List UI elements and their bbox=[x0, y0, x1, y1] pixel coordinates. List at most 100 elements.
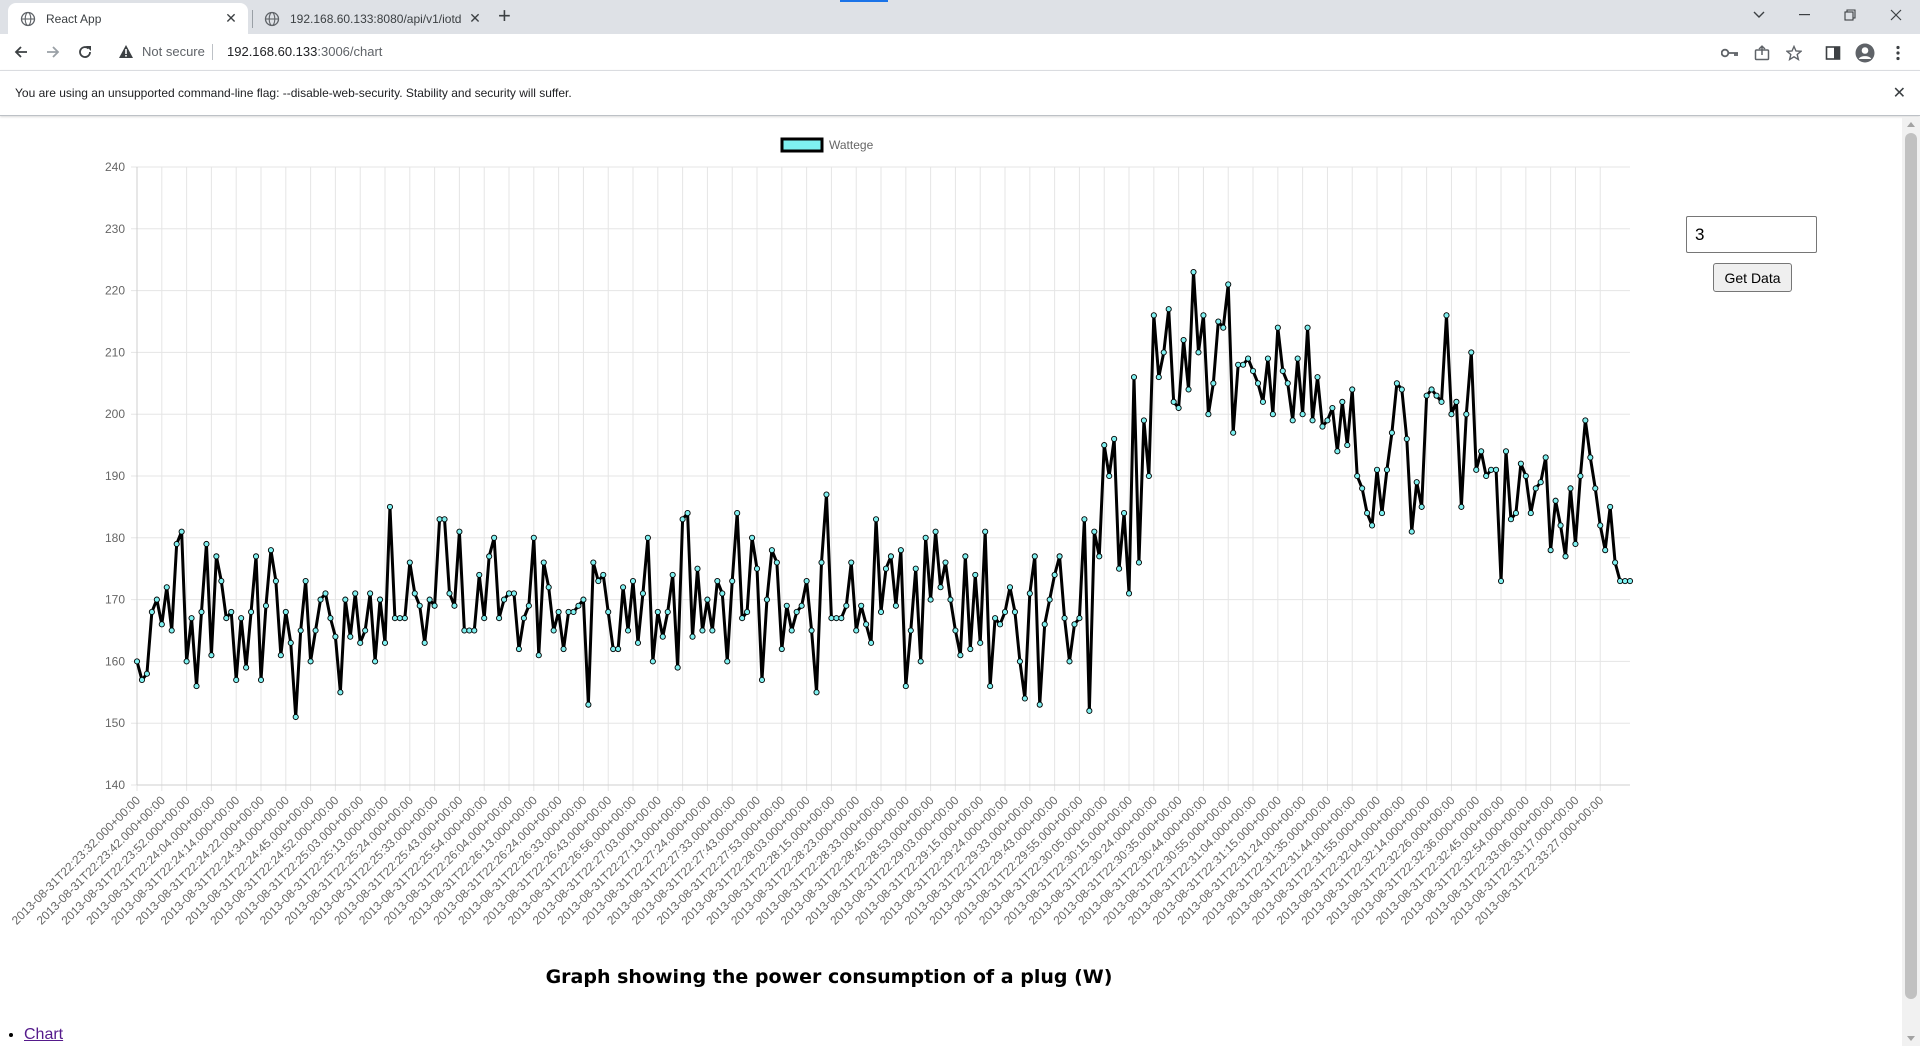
forward-icon[interactable] bbox=[41, 40, 65, 64]
chart-caption: Graph showing the power consumption of a… bbox=[545, 966, 1113, 988]
data-point bbox=[1359, 485, 1366, 492]
side-panel-icon[interactable] bbox=[1823, 43, 1843, 63]
close-icon[interactable]: ✕ bbox=[1892, 85, 1906, 102]
data-point bbox=[1463, 411, 1470, 418]
data-point bbox=[252, 553, 260, 560]
data-point bbox=[1304, 324, 1311, 331]
scroll-down-arrow-icon[interactable] bbox=[1907, 1036, 1915, 1041]
data-point bbox=[575, 602, 582, 609]
data-point bbox=[1086, 707, 1093, 714]
data-point bbox=[426, 596, 433, 603]
close-tab-icon[interactable]: ✕ bbox=[469, 10, 481, 26]
data-point bbox=[515, 645, 522, 653]
data-point bbox=[1289, 417, 1296, 424]
data-point bbox=[1334, 448, 1341, 455]
chart-link[interactable]: Chart bbox=[24, 1026, 64, 1043]
data-point bbox=[838, 615, 845, 622]
close-tab-icon[interactable]: ✕ bbox=[225, 10, 237, 26]
vertical-scrollbar[interactable] bbox=[1902, 117, 1920, 1046]
data-point bbox=[873, 516, 880, 523]
data-point bbox=[1617, 578, 1624, 585]
data-point bbox=[1031, 553, 1038, 560]
menu-kebab-icon[interactable] bbox=[1888, 43, 1908, 63]
address-bar[interactable]: Not secure 192.168.60.133:3006/chart bbox=[110, 38, 1800, 66]
data-point bbox=[441, 516, 448, 523]
security-label[interactable]: Not secure bbox=[142, 44, 205, 59]
data-point bbox=[1116, 565, 1123, 572]
get-data-button[interactable]: Get Data bbox=[1713, 263, 1792, 292]
y-tick-label: 190 bbox=[105, 469, 125, 483]
data-point bbox=[1220, 324, 1227, 331]
tab-search-icon[interactable] bbox=[1736, 0, 1782, 30]
minimize-icon[interactable] bbox=[1781, 0, 1827, 30]
tab-title: 192.168.60.133:8080/api/v1/iotd bbox=[290, 11, 462, 26]
profile-avatar-icon[interactable] bbox=[1855, 43, 1875, 63]
close-window-icon[interactable] bbox=[1873, 0, 1919, 30]
data-point bbox=[942, 559, 949, 566]
data-point bbox=[238, 615, 245, 622]
data-point bbox=[843, 602, 850, 609]
data-point bbox=[1388, 429, 1395, 436]
data-point bbox=[892, 602, 899, 609]
tab-react-app[interactable]: React App ✕ bbox=[8, 3, 248, 34]
data-point bbox=[1130, 374, 1138, 381]
data-point bbox=[620, 584, 627, 591]
quantity-input[interactable] bbox=[1686, 216, 1817, 253]
data-point bbox=[282, 608, 289, 616]
data-point bbox=[347, 633, 354, 640]
data-point bbox=[1249, 367, 1257, 374]
data-point bbox=[228, 608, 235, 616]
scrollbar-thumb[interactable] bbox=[1905, 133, 1917, 999]
tab-separator bbox=[252, 10, 253, 28]
data-point bbox=[183, 658, 190, 665]
bookmark-star-icon[interactable] bbox=[1784, 43, 1804, 63]
data-point bbox=[1071, 621, 1078, 628]
data-point bbox=[868, 639, 875, 646]
scroll-up-arrow-icon[interactable] bbox=[1907, 122, 1915, 127]
data-point bbox=[1522, 472, 1529, 480]
data-point bbox=[322, 590, 329, 597]
data-point bbox=[699, 627, 706, 634]
data-point bbox=[376, 596, 384, 603]
data-point bbox=[1160, 349, 1167, 356]
y-tick-label: 210 bbox=[105, 345, 125, 359]
data-point bbox=[793, 608, 800, 616]
data-point bbox=[1006, 584, 1014, 591]
restore-icon[interactable] bbox=[1827, 0, 1873, 30]
data-point bbox=[510, 590, 518, 597]
data-point bbox=[486, 553, 493, 560]
tab-api[interactable]: 192.168.60.133:8080/api/v1/iotd ✕ bbox=[252, 3, 492, 34]
data-point bbox=[1046, 596, 1053, 603]
reload-icon[interactable] bbox=[73, 40, 97, 64]
back-icon[interactable] bbox=[9, 40, 33, 64]
url-text[interactable]: 192.168.60.133:3006/chart bbox=[227, 44, 382, 59]
data-point bbox=[1527, 510, 1534, 517]
data-point bbox=[1205, 411, 1212, 418]
key-icon[interactable] bbox=[1720, 43, 1740, 63]
data-point bbox=[471, 627, 478, 634]
data-point bbox=[466, 627, 473, 634]
list-item: Chart bbox=[24, 1026, 63, 1044]
y-tick-label: 150 bbox=[105, 716, 125, 730]
new-tab-icon[interactable]: + bbox=[498, 3, 511, 28]
data-point bbox=[1478, 448, 1485, 455]
loading-indicator bbox=[840, 0, 888, 2]
warning-icon[interactable] bbox=[118, 44, 134, 59]
data-point bbox=[262, 602, 270, 609]
data-point bbox=[312, 627, 319, 634]
share-icon[interactable] bbox=[1752, 43, 1772, 63]
data-point bbox=[1597, 522, 1604, 529]
data-point bbox=[1140, 417, 1147, 424]
data-point bbox=[535, 652, 542, 659]
data-point bbox=[1572, 540, 1579, 548]
globe-icon bbox=[20, 11, 36, 26]
data-point bbox=[491, 534, 498, 541]
page-content: 140 150 160 170 180 190 200 210 220 230 240 2013-08… bbox=[0, 117, 1902, 1046]
data-point bbox=[1225, 281, 1232, 288]
data-point bbox=[659, 633, 666, 640]
data-point bbox=[595, 578, 602, 585]
data-point bbox=[1423, 392, 1430, 399]
data-point bbox=[1532, 485, 1539, 492]
data-point bbox=[610, 645, 617, 653]
y-tick-label: 140 bbox=[105, 778, 125, 792]
